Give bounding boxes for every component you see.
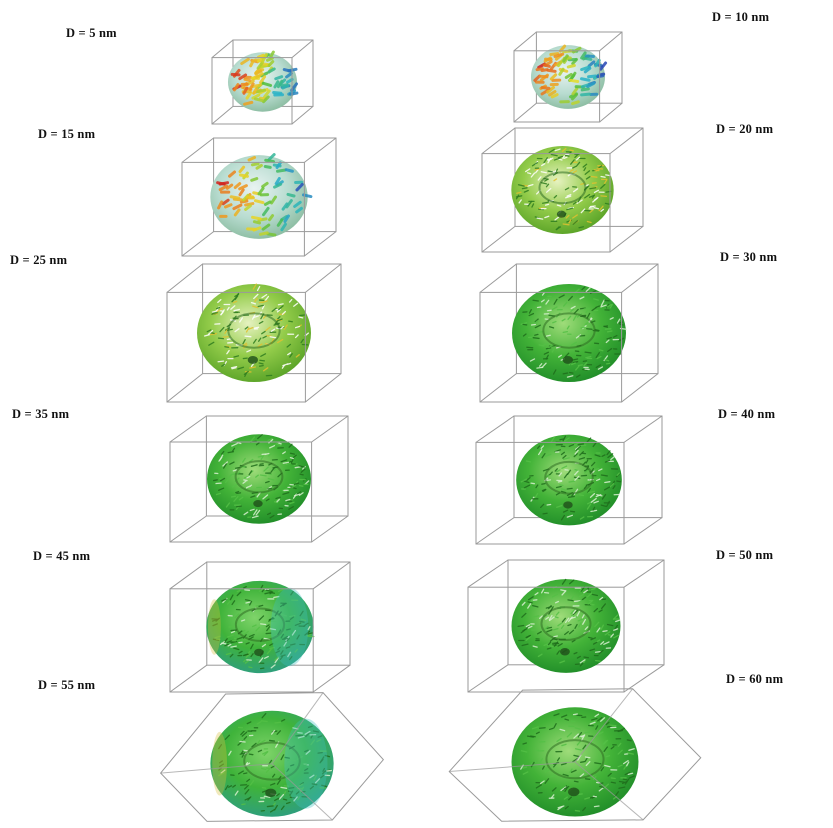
panel-label-d35: D = 35 nm — [12, 407, 70, 421]
particle-render — [211, 39, 314, 125]
panel-label-d15: D = 15 nm — [38, 127, 96, 141]
particle-sphere — [512, 283, 627, 383]
panel-label-d10: D = 10 nm — [712, 10, 770, 24]
panel-figure-d10 — [512, 30, 624, 124]
panel-figure-d25 — [165, 262, 343, 404]
particle-render — [181, 137, 337, 257]
particle-render — [481, 127, 644, 253]
panel-label-d5: D = 5 nm — [66, 26, 117, 40]
particle-sphere — [197, 283, 311, 383]
panel-figure-d20 — [480, 126, 645, 254]
particle-render — [169, 561, 351, 693]
panel-label-d40: D = 40 nm — [718, 407, 776, 421]
bounding-box — [448, 688, 702, 822]
panel-figure-d5 — [210, 38, 315, 126]
particle-sphere — [530, 44, 608, 109]
panel-label-d20: D = 20 nm — [716, 122, 774, 136]
panel-label-d60: D = 60 nm — [726, 672, 784, 686]
panel-label-d45: D = 45 nm — [33, 549, 91, 563]
particle-render — [166, 263, 342, 403]
panel-label-d55: D = 55 nm — [38, 678, 96, 692]
particle-render — [513, 31, 623, 123]
panel-figure-d30 — [478, 262, 660, 404]
particle-sphere — [516, 434, 622, 526]
bounding-box — [169, 561, 351, 693]
panel-figure-d40 — [474, 414, 664, 546]
panel-figure-d35 — [168, 414, 350, 544]
panel-label-d25: D = 25 nm — [10, 253, 68, 267]
particle-sphere — [511, 145, 614, 235]
panel-figure-d50 — [466, 558, 666, 694]
panel-label-d50: D = 50 nm — [716, 548, 774, 562]
particle-render — [475, 415, 663, 545]
panel-figure-d45 — [168, 560, 352, 694]
particle-sphere — [207, 434, 311, 524]
particle-sphere — [227, 50, 299, 112]
panel-figure-d60 — [444, 686, 706, 824]
particle-render — [159, 692, 385, 822]
particle-render — [479, 263, 659, 403]
particle-sphere — [511, 578, 621, 673]
particle-render — [169, 415, 349, 543]
particle-sphere — [206, 580, 315, 674]
particle-render — [448, 688, 702, 822]
panel-figure-d55 — [156, 690, 388, 824]
particle-render — [467, 559, 665, 693]
particle-sphere — [210, 153, 313, 239]
panel-figure-d15 — [180, 136, 338, 258]
panel-label-d30: D = 30 nm — [720, 250, 778, 264]
bounding-box — [159, 692, 385, 822]
